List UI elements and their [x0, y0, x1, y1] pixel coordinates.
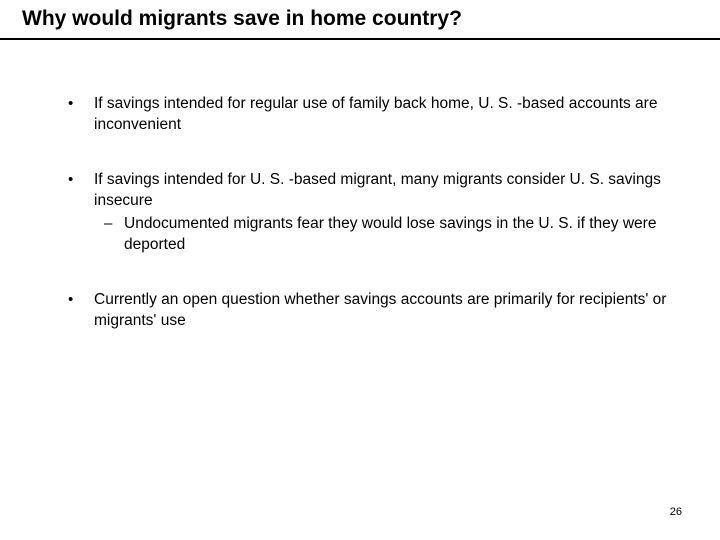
slide-title: Why would migrants save in home country?	[22, 6, 702, 32]
slide: Why would migrants save in home country?…	[0, 0, 720, 540]
bullet-text: If savings intended for U. S. -based mig…	[94, 171, 661, 209]
title-rule-wrap: Why would migrants save in home country?	[0, 0, 720, 40]
list-item: If savings intended for U. S. -based mig…	[58, 170, 668, 256]
sub-list: Undocumented migrants fear they would lo…	[94, 214, 668, 256]
list-item: Currently an open question whether savin…	[58, 290, 668, 332]
slide-content: If savings intended for regular use of f…	[0, 40, 720, 331]
page-number: 26	[670, 506, 682, 518]
sub-bullet-text: Undocumented migrants fear they would lo…	[124, 215, 656, 253]
bullet-list: If savings intended for regular use of f…	[58, 94, 668, 331]
sub-list-item: Undocumented migrants fear they would lo…	[94, 214, 668, 256]
bullet-text: If savings intended for regular use of f…	[94, 95, 657, 133]
list-item: If savings intended for regular use of f…	[58, 94, 668, 136]
bullet-text: Currently an open question whether savin…	[94, 291, 666, 329]
